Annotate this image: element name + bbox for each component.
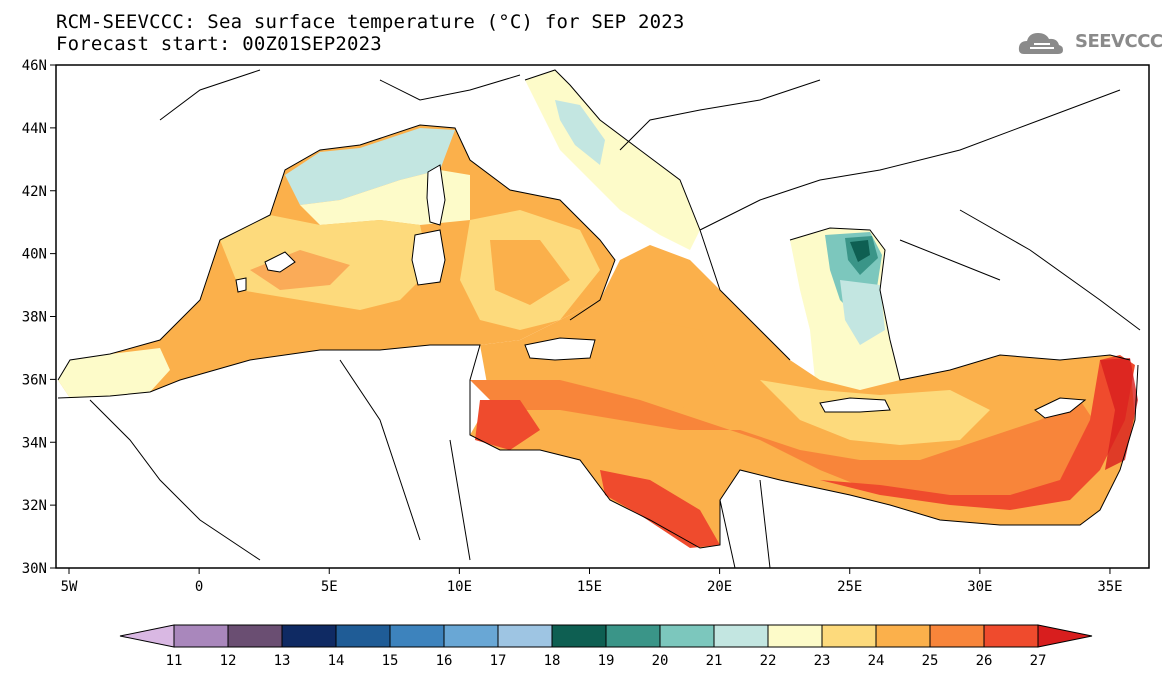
colorbar-label: 13 [274,653,291,669]
colorbar-label: 22 [760,653,777,669]
colorbar-label: 23 [814,653,831,669]
lat-label: 40N [22,247,47,263]
lat-label: 44N [22,121,47,137]
chart-subtitle: Forecast start: 00Z01SEP2023 [56,33,382,55]
colorbar-box [173,624,229,648]
islands [235,164,1087,419]
lon-label: 20E [707,579,732,595]
colorbar-box [713,624,769,648]
colorbar-label: 25 [922,653,939,669]
longitude-axis: 5W 0 5E 10E 15E 20E 25E 30E 35E [61,568,1123,595]
colorbar-label: 14 [328,653,345,669]
colorbar-box [767,624,823,648]
colorbar-label: 24 [868,653,885,669]
lon-label: 25E [837,579,862,595]
colorbar-box [659,624,715,648]
sicily-island [524,337,596,361]
lon-label: 15E [577,579,602,595]
lon-label: 5W [61,579,78,595]
colorbar-box [389,624,445,648]
chart-title: RCM-SEEVCCC: Sea surface temperature (°C… [56,11,685,33]
latitude-axis: 46N 44N 42N 40N 38N 36N 34N 32N 30N [22,58,56,577]
central-eastern-field [470,245,1138,548]
colorbar-label: 27 [1030,653,1047,669]
colorbar-box [929,624,985,648]
colorbar-label: 15 [382,653,399,669]
lon-label: 30E [967,579,992,595]
lat-label: 34N [22,435,47,451]
colorbar-box [443,624,499,648]
ibiza-island [235,277,247,293]
sardinia-island [411,229,446,286]
coastlines [57,69,1141,568]
colorbar-label: 11 [166,653,183,669]
lon-label: 0 [195,579,203,595]
colorbar-arrow-low [119,624,175,648]
mallorca-island [264,251,296,273]
logo-text: SEEVCCC [1075,31,1163,52]
colorbar-label: 16 [436,653,453,669]
lat-label: 32N [22,498,47,514]
western-basin-field [58,125,615,398]
lat-label: 36N [22,372,47,388]
map-content [57,69,1141,568]
cyprus-island [1034,397,1087,419]
cloud-logo-icon [1018,33,1063,54]
colorbar-label: 21 [706,653,723,669]
crete-island [819,397,891,413]
colorbar-arrow-high [1037,624,1093,648]
lon-label: 35E [1097,579,1122,595]
colorbar-box [281,624,337,648]
lat-label: 42N [22,184,47,200]
colorbar-box [335,624,391,648]
colorbar-box [551,624,607,648]
colorbar-label: 26 [976,653,993,669]
colorbar-label: 12 [220,653,237,669]
lon-label: 5E [321,579,338,595]
lat-label: 46N [22,58,47,74]
adriatic-field [525,70,700,250]
colorbar-box [821,624,877,648]
colorbar-label: 19 [598,653,615,669]
aegean-field [790,228,900,390]
colorbar-label: 20 [652,653,669,669]
corsica-island [426,164,446,226]
colorbar-box [227,624,283,648]
lat-label: 38N [22,310,47,326]
lat-label: 30N [22,561,47,577]
lon-label: 10E [447,579,472,595]
colorbar-label: 17 [490,653,507,669]
colorbar-box [605,624,661,648]
colorbar-label: 18 [544,653,561,669]
colorbar-box [983,624,1039,648]
colorbar-box [497,624,553,648]
colorbar: 11 12 13 14 15 16 17 18 19 20 21 22 23 24 25 26 27 [119,624,1093,669]
colorbar-box [875,624,931,648]
